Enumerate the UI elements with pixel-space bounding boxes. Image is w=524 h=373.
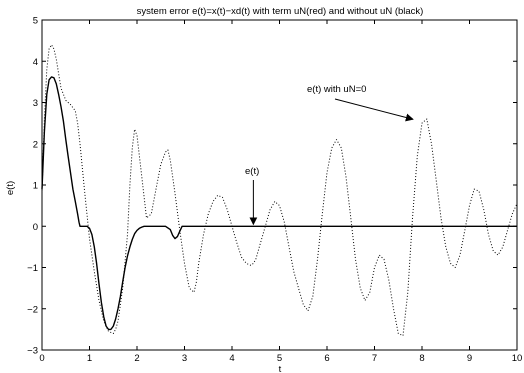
y-tick-label: −1 bbox=[27, 263, 38, 274]
x-tick-label: 1 bbox=[87, 353, 92, 364]
x-tick-label: 3 bbox=[182, 353, 187, 364]
y-tick-label: 3 bbox=[33, 98, 38, 109]
y-tick-label: 5 bbox=[33, 16, 38, 27]
series-without-uN-line bbox=[41, 44, 518, 337]
x-tick-label: 6 bbox=[324, 353, 329, 364]
x-tick-label: 7 bbox=[372, 353, 377, 364]
annotation-label-uN-zero: e(t) with uN=0 bbox=[307, 84, 366, 95]
annotation-label-et: e(t) bbox=[245, 166, 259, 177]
x-axis-label: t bbox=[279, 364, 282, 373]
y-tick-label: −2 bbox=[27, 304, 38, 315]
x-tick-label: 0 bbox=[39, 353, 44, 364]
x-tick-label: 4 bbox=[229, 353, 234, 364]
x-tick-label: 10 bbox=[512, 353, 523, 364]
y-tick-label: 2 bbox=[33, 139, 38, 150]
series-with-uN-line bbox=[41, 76, 517, 331]
y-tick-label: 1 bbox=[33, 181, 38, 192]
y-tick-label: 4 bbox=[33, 57, 38, 68]
x-tick-label: 5 bbox=[277, 353, 282, 364]
annotation-arrow-uN-zero bbox=[334, 98, 414, 122]
x-tick-label: 2 bbox=[134, 353, 139, 364]
y-tick-label: −3 bbox=[27, 346, 38, 357]
chart-title: system error e(t)=x(t)−xd(t) with term u… bbox=[137, 6, 424, 17]
y-axis-label: e(t) bbox=[5, 181, 16, 195]
x-tick-label: 9 bbox=[467, 353, 472, 364]
x-tick-label: 8 bbox=[419, 353, 424, 364]
plot-area: 0 1 2 3 4 5 6 7 8 9 10 −3 −2 −1 0 1 2 3 4 5 e(t) with uN=0 e(… bbox=[27, 16, 522, 365]
y-tick-label: 0 bbox=[33, 222, 38, 233]
plot-frame bbox=[41, 19, 518, 351]
